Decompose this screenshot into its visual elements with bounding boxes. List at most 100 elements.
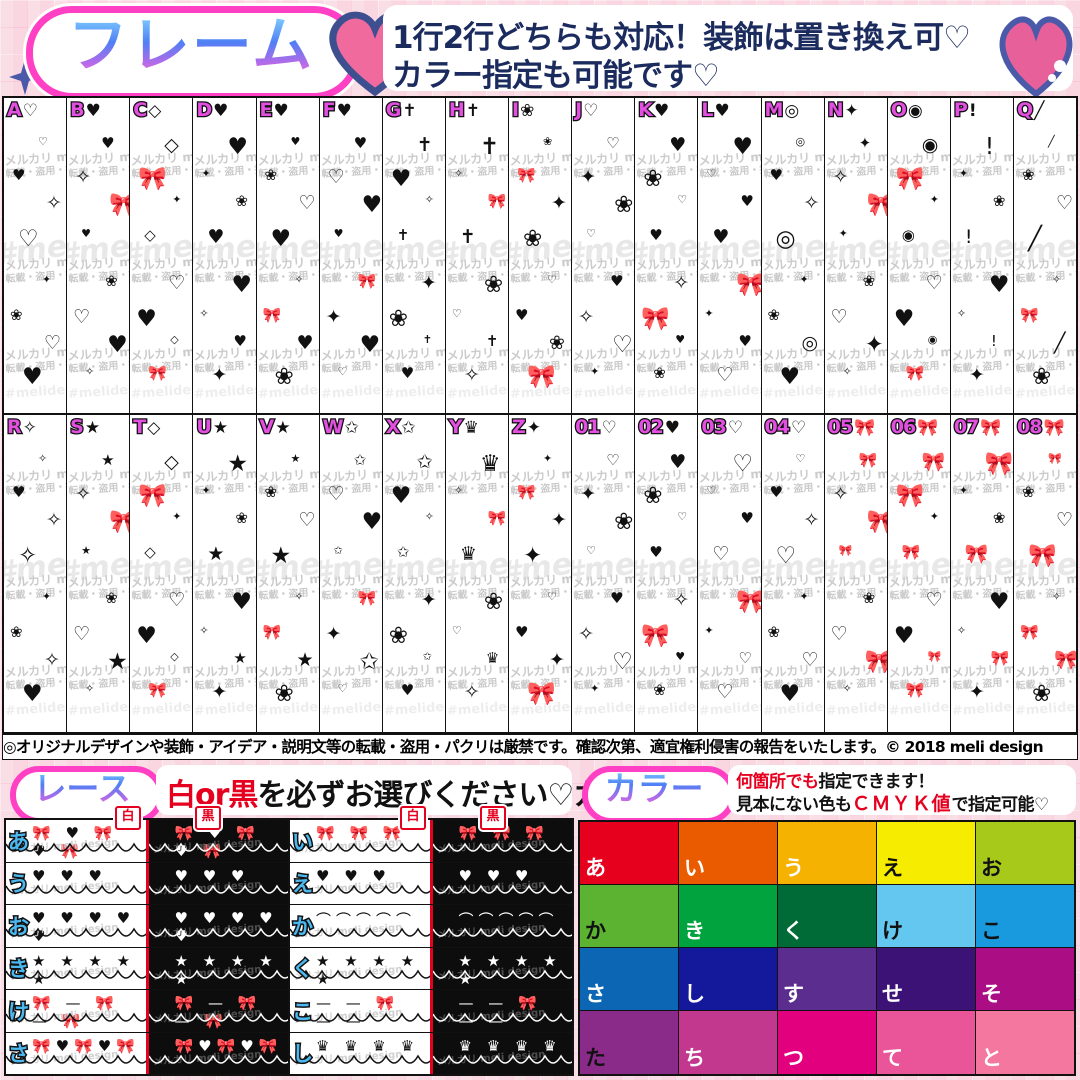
color-swatch-い[interactable]: い (679, 822, 778, 885)
watermark-large: #melidesign (67, 527, 131, 591)
color-swatch-け[interactable]: け (877, 885, 976, 948)
frame-decoration: ✦ (211, 364, 228, 386)
color-swatch-つ[interactable]: つ (778, 1011, 877, 1074)
color-swatch-き[interactable]: き (679, 885, 778, 948)
lace-row-し[interactable]: し ♛ ♛ ♛ ♛ メルカリ meli design ♛ ♛ ♛ ♛ メルカリ meli… (290, 1032, 572, 1074)
color-swatch-え[interactable]: え (877, 822, 976, 885)
color-swatch-そ[interactable]: そ (976, 948, 1074, 1011)
frame-decoration: ✦ (172, 193, 182, 206)
lace-row-か[interactable]: か ⌒⌒⌒⌒⌒ メルカリ meli design ⌒⌒⌒⌒⌒ メルカリ meli des… (290, 905, 572, 948)
lace-sample-white[interactable]: ♥ ♥ ♥ メルカリ meli design (290, 862, 430, 904)
color-swatch-あ[interactable]: あ (580, 822, 679, 885)
lace-sample-white[interactable]: ⌒⌒⌒⌒⌒ メルカリ meli design (290, 905, 430, 947)
lace-sample-black[interactable]: ♛ ♛ ♛ ♛ メルカリ meli design (429, 1032, 572, 1074)
lace-row-あ[interactable]: あ 🎀 ♥ 🎀 ♥ 🎀 メルカリ meli design 🎀 ♥ 🎀 ♥ 🎀 メルカリ … (6, 820, 288, 863)
lace-row-い[interactable]: い 🎀 🎀 🎀 メルカリ meli design 🎀 🎀 🎀 メルカリ meli des… (290, 820, 572, 863)
lace-scallop (290, 926, 430, 937)
frame-label-decoration: ♡ (727, 418, 743, 438)
color-swatch-く[interactable]: く (778, 885, 877, 948)
lace-sample-black[interactable]: — — 🎀 — — メルカリ meli design (429, 990, 572, 1032)
watermark: メルカリ meli design転載・盗用・持込厳禁 (761, 250, 825, 285)
lace-sample-white[interactable]: ★ ★ ★ ★ ★ メルカリ meli design (6, 947, 146, 989)
color-swatch-さ[interactable]: さ (580, 948, 679, 1011)
color-swatch-し[interactable]: し (679, 948, 778, 1011)
color-swatch-お[interactable]: お (976, 822, 1074, 885)
lace-sample-white[interactable]: — — 🎀 — — メルカリ meli design (290, 990, 430, 1032)
lace-scallop (148, 1011, 288, 1022)
color-swatch-せ[interactable]: せ (877, 948, 976, 1011)
color-swatch-と[interactable]: と (976, 1011, 1074, 1074)
lace-row-え[interactable]: え ♥ ♥ ♥ メルカリ meli design ♥ ♥ ♥ メルカリ meli des… (290, 862, 572, 905)
watermark-tag: #melidesign (888, 380, 951, 403)
watermark-large: #melidesign (130, 209, 194, 274)
lace-sample-white[interactable]: ♥ ♥ ♥ ♥ ♥ メルカリ meli design (6, 905, 146, 947)
lace-sample-black[interactable]: ★ ★ ★ ★ ★ メルカリ meli design (429, 947, 572, 989)
lace-sample-black[interactable]: ♥ ♥ ♥ メルカリ meli design (429, 862, 572, 904)
lace-sample-white[interactable]: ★ ★ ★ ★ ★ メルカリ meli design (290, 947, 430, 989)
lace-row-さ[interactable]: さ 🎀♥🎀♥🎀 メルカリ meli design 🎀♥🎀♥🎀 メルカリ meli des… (6, 1032, 288, 1074)
color-swatch-ち[interactable]: ち (679, 1011, 778, 1074)
lace-sample-white[interactable]: 🎀 ♥ 🎀 ♥ 🎀 メルカリ meli design (6, 820, 146, 862)
color-swatch-か[interactable]: か (580, 885, 679, 948)
color-swatch-こ[interactable]: こ (976, 885, 1074, 948)
color-swatch-た[interactable]: た (580, 1011, 679, 1074)
color-swatch-て[interactable]: て (877, 1011, 976, 1074)
frame-decoration: ♛ (485, 649, 500, 667)
color-swatch-す[interactable]: す (778, 948, 877, 1011)
frame-label-decoration: ♥ (714, 101, 729, 121)
lace-sample-black[interactable]: ★ ★ ★ ★ ★ メルカリ meli design (145, 947, 288, 989)
lace-row-き[interactable]: き ★ ★ ★ ★ ★ メルカリ meli design ★ ★ ★ ★ ★ メルカリ … (6, 947, 288, 990)
lace-row-く[interactable]: く ★ ★ ★ ★ ★ メルカリ meli design ★ ★ ★ ★ ★ メルカリ … (290, 947, 572, 990)
lace-row-こ[interactable]: こ — — 🎀 — — メルカリ meli design — — 🎀 — — メルカリ … (290, 990, 572, 1033)
lace-sample-black[interactable]: 🎀 — 🎀 — 🎀 メルカリ meli design (145, 990, 288, 1032)
lace-sample-black[interactable]: ♥ ♥ ♥ メルカリ meli design (145, 862, 288, 904)
frame-label-decoration: ♥ (336, 101, 352, 121)
lace-sample-white[interactable]: ♥ ♥ ♥ メルカリ meli design (6, 862, 146, 904)
lace-sample-white[interactable]: 🎀♥🎀♥🎀 メルカリ meli design (6, 1032, 146, 1074)
frame-decoration: ♥ (136, 306, 157, 332)
lace-row-う[interactable]: う ♥ ♥ ♥ メルカリ meli design ♥ ♥ ♥ メルカリ meli des… (6, 862, 288, 905)
lace-sample-white[interactable]: ♛ ♛ ♛ ♛ メルカリ meli design (290, 1032, 430, 1074)
lace-row-お[interactable]: お ♥ ♥ ♥ ♥ ♥ メルカリ meli design ♥ ♥ ♥ ♥ ♥ メルカリ … (6, 905, 288, 948)
lace-sample-black[interactable]: ♥ ♥ ♥ ♥ ♥ メルカリ meli design (145, 905, 288, 947)
color-swatch-う[interactable]: う (778, 822, 877, 885)
lace-row-け[interactable]: け 🎀 — 🎀 — 🎀 メルカリ meli design 🎀 — 🎀 — 🎀 メルカリ … (6, 990, 288, 1033)
lace-sample-black[interactable]: ⌒⌒⌒⌒⌒ メルカリ meli design (429, 905, 572, 947)
lace-sample-black[interactable]: 🎀♥🎀♥🎀 メルカリ meli design (145, 1032, 288, 1074)
lace-sample-white[interactable]: 🎀 — 🎀 — 🎀 メルカリ meli design (6, 990, 146, 1032)
